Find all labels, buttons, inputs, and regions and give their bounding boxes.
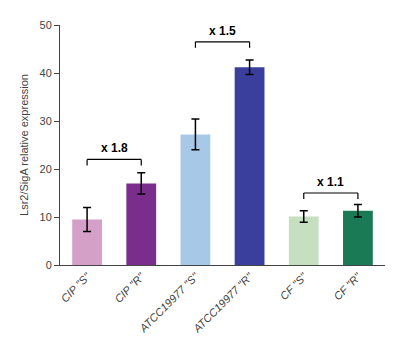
svg-text:CIP "R": CIP "R": [112, 270, 147, 305]
svg-text:CF "R": CF "R": [331, 270, 364, 303]
svg-text:40: 40: [40, 67, 52, 79]
svg-text:20: 20: [40, 163, 52, 175]
svg-text:50: 50: [40, 19, 52, 31]
svg-text:10: 10: [40, 211, 52, 223]
svg-text:0: 0: [46, 259, 52, 271]
svg-text:Lsr2/SigA relative expression: Lsr2/SigA relative expression: [18, 74, 30, 216]
svg-text:30: 30: [40, 115, 52, 127]
svg-text:x 1.1: x 1.1: [317, 175, 344, 189]
svg-text:ATCC19977 "R": ATCC19977 "R": [190, 270, 255, 335]
svg-text:ATCC19977 "S": ATCC19977 "S": [136, 270, 201, 335]
svg-text:x 1.5: x 1.5: [209, 24, 236, 38]
svg-text:CF "S": CF "S": [277, 270, 309, 302]
svg-text:x 1.8: x 1.8: [101, 141, 128, 155]
svg-text:CIP "S": CIP "S": [58, 270, 93, 305]
